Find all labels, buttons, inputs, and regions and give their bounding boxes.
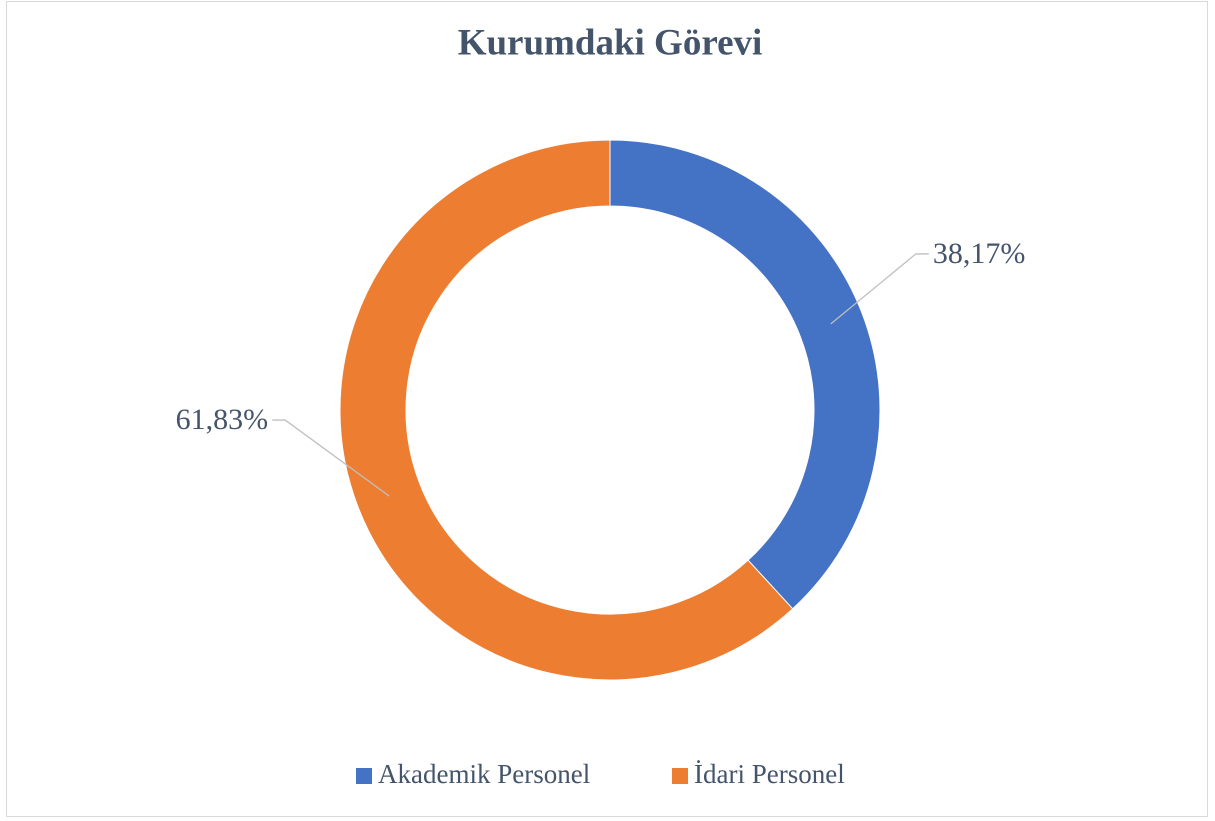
donut-slice: [609, 139, 881, 610]
legend-swatch: [672, 768, 688, 784]
legend-label: Akademik Personel: [378, 759, 590, 789]
data-label: 61,83%: [176, 403, 269, 436]
legend-swatch: [356, 768, 372, 784]
data-label: 38,17%: [933, 237, 1026, 270]
chart-frame: [6, 1, 1208, 817]
donut-slice: [339, 139, 794, 681]
leader-line: [830, 253, 929, 325]
chart-title: Kurumdaki Görevi: [458, 22, 763, 63]
legend-label: İdari Personel: [694, 759, 845, 789]
leader-line: [272, 419, 390, 497]
